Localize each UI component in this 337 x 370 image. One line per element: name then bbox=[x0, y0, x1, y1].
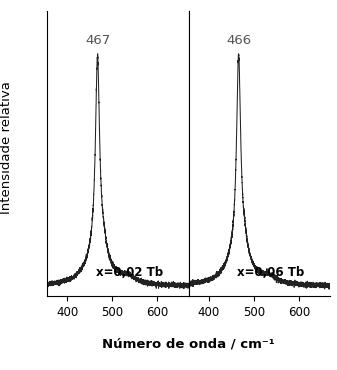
Text: Intensidade relativa: Intensidade relativa bbox=[0, 81, 13, 215]
Text: Número de onda / cm⁻¹: Número de onda / cm⁻¹ bbox=[102, 337, 275, 351]
Text: x=0,06 Tb: x=0,06 Tb bbox=[237, 266, 304, 279]
Text: 467: 467 bbox=[85, 34, 110, 47]
Text: x=0,02 Tb: x=0,02 Tb bbox=[96, 266, 163, 279]
Text: 466: 466 bbox=[226, 34, 251, 47]
